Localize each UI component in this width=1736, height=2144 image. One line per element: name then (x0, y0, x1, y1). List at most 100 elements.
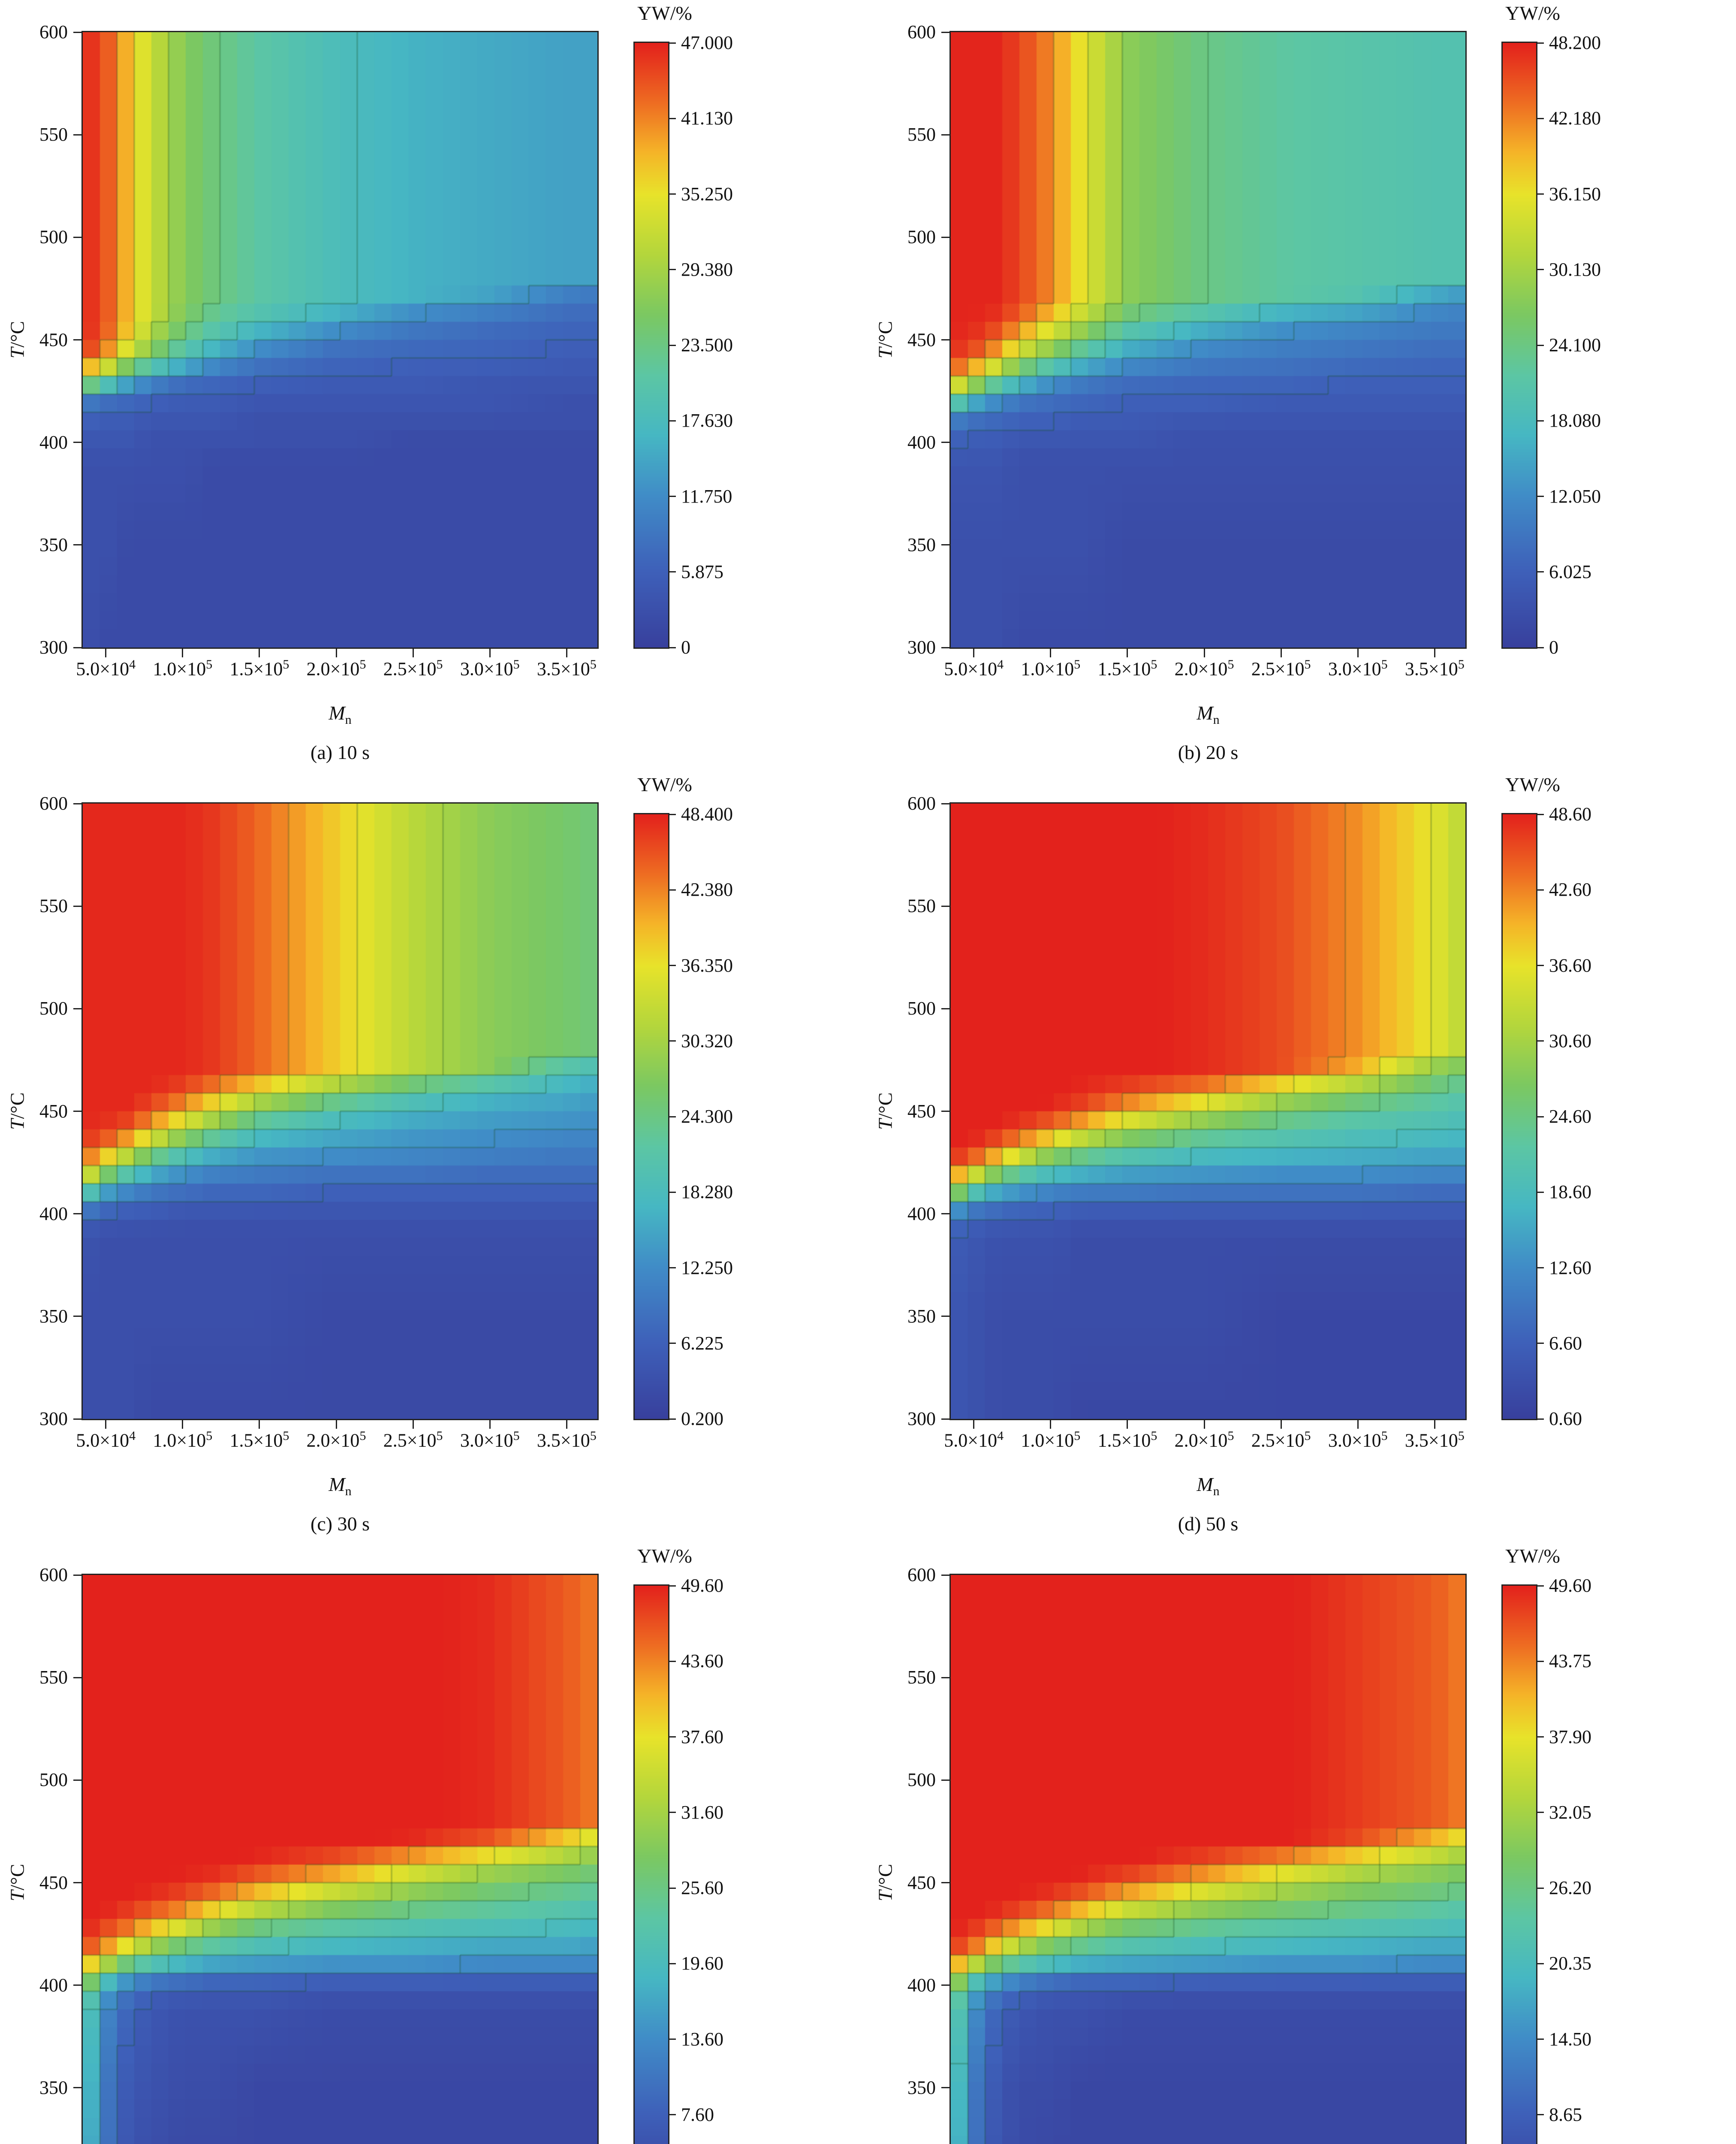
x-tick-label: 5.0×104 (54, 653, 157, 681)
y-tick-mark (941, 544, 951, 546)
colorbar-tick-label: 48.60 (1549, 804, 1591, 825)
x-tick-label: 2.5×105 (362, 1425, 464, 1452)
x-tick-label: 3.0×105 (438, 1425, 541, 1452)
colorbar-canvas (1503, 1586, 1536, 2144)
y-tick-label: 450 (907, 1872, 936, 1893)
y-tick-label: 500 (907, 1769, 936, 1791)
x-tick-base: 3.5×10 (1404, 658, 1458, 680)
x-tick-base: 2.0×10 (306, 658, 360, 680)
colorbar-tick-mark (1536, 420, 1544, 422)
x-tick-exponent: 5 (513, 1429, 520, 1443)
subplot-caption: (d) 50 s (1178, 1513, 1239, 1535)
colorbar-tick-label: 42.380 (681, 879, 733, 900)
x-tick-base: 1.5×10 (1097, 1430, 1151, 1451)
y-tick-label: 450 (39, 1100, 68, 1122)
colorbar-tick-mark (668, 496, 676, 497)
x-tick-label: 2.0×105 (285, 1425, 388, 1452)
y-tick-label: 300 (907, 1408, 936, 1429)
y-tick-mark (73, 1316, 83, 1317)
x-tick-label: 3.5×105 (515, 1425, 618, 1452)
x-tick-mark (1203, 649, 1205, 657)
colorbar-tick-mark (1536, 1812, 1544, 1813)
colorbar-tick-mark (1536, 193, 1544, 195)
x-tick-label: 2.0×105 (1153, 1425, 1256, 1452)
y-tick-label: 400 (39, 1203, 68, 1224)
x-tick-label: 3.5×105 (1383, 653, 1486, 681)
y-tick-mark (73, 905, 83, 907)
x-tick-label: 2.0×105 (1153, 653, 1256, 681)
x-tick-base: 1.5×10 (229, 658, 283, 680)
colorbar-tick-label: 26.20 (1549, 1877, 1591, 1898)
colorbar-tick-label: 6.60 (1549, 1332, 1582, 1354)
colorbar-tick-label: 6.025 (1549, 561, 1591, 582)
y-tick-label: 400 (907, 431, 936, 453)
y-tick-label: 350 (907, 1305, 936, 1327)
x-tick-exponent: 5 (1227, 657, 1234, 672)
x-tick-base: 1.0×10 (153, 658, 206, 680)
y-tick-label: 400 (39, 431, 68, 453)
colorbar-tick-mark (1536, 496, 1544, 497)
y-tick-mark (941, 1677, 951, 1678)
y-tick-mark (73, 31, 83, 33)
x-tick-base: 3.0×10 (460, 1430, 513, 1451)
x-tick-label: 5.0×104 (922, 1425, 1025, 1452)
y-tick-label: 600 (907, 793, 936, 814)
x-tick-mark (489, 1420, 491, 1429)
colorbar-canvas (1503, 43, 1536, 647)
x-tick-label: 1.5×105 (1076, 1425, 1179, 1452)
x-tick-base: 2.0×10 (306, 1430, 360, 1451)
colorbar-tick-label: 30.320 (681, 1030, 733, 1051)
colorbar-tick-mark (668, 1116, 676, 1117)
y-tick-mark (73, 236, 83, 238)
x-tick-base: 3.0×10 (460, 658, 513, 680)
x-tick-base: 1.5×10 (229, 1430, 283, 1451)
x-tick-mark (1434, 649, 1435, 657)
colorbar-tick-label: 43.75 (1549, 1650, 1591, 1672)
x-axis-label: Mn (83, 1473, 597, 1499)
heatmap-canvas (83, 1575, 597, 2144)
colorbar-tick-mark (1536, 1585, 1544, 1587)
colorbar-tick-mark (668, 813, 676, 815)
x-tick-exponent: 5 (1304, 657, 1311, 672)
y-tick-label: 500 (907, 998, 936, 1019)
colorbar-tick-label: 12.250 (681, 1257, 733, 1278)
colorbar (633, 42, 669, 649)
colorbar-tick-mark (1536, 1887, 1544, 1889)
x-tick-exponent: 5 (590, 1429, 597, 1443)
y-tick-label: 500 (39, 1769, 68, 1791)
y-tick-mark (941, 1418, 951, 1420)
subplot-d: T/°C Mn YW/% (d) 50 s 600 550 500 450 400 350… (868, 771, 1736, 1543)
x-tick-label: 1.0×105 (999, 1425, 1102, 1452)
colorbar-tick-mark (1536, 42, 1544, 44)
colorbar-tick-label: 36.60 (1549, 955, 1591, 976)
y-tick-label: 350 (907, 534, 936, 555)
y-tick-mark (73, 1779, 83, 1781)
colorbar-tick-mark (668, 1660, 676, 1662)
colorbar-tick-label: 31.60 (681, 1801, 723, 1823)
colorbar-title: YW/% (637, 774, 692, 795)
y-tick-label: 500 (39, 226, 68, 248)
x-tick-base: 2.0×10 (1174, 1430, 1228, 1451)
colorbar-tick-mark (1536, 1660, 1544, 1662)
colorbar-tick-label: 43.60 (681, 1650, 723, 1672)
colorbar-tick-mark (668, 571, 676, 573)
y-tick-mark (941, 1882, 951, 1883)
colorbar-tick-label: 37.90 (1549, 1726, 1591, 1747)
x-tick-mark (1127, 649, 1128, 657)
colorbar-tick-label: 0 (1549, 637, 1558, 658)
heatmap-plot-area (81, 802, 599, 1420)
colorbar-title: YW/% (1505, 2, 1560, 24)
colorbar-tick-label: 12.050 (1549, 485, 1601, 507)
x-tick-exponent: 5 (1458, 1429, 1465, 1443)
colorbar-tick-mark (1536, 571, 1544, 573)
x-tick-mark (973, 649, 975, 657)
colorbar-tick-label: 48.200 (1549, 32, 1601, 53)
colorbar-tick-label: 14.50 (1549, 2028, 1591, 2050)
colorbar-tick-label: 24.300 (681, 1106, 733, 1127)
colorbar-canvas (635, 1586, 668, 2144)
x-tick-mark (335, 649, 337, 657)
x-tick-exponent: 5 (1151, 657, 1157, 672)
colorbar-tick-label: 12.60 (1549, 1257, 1591, 1278)
y-tick-mark (941, 1316, 951, 1317)
x-tick-label: 1.0×105 (999, 653, 1102, 681)
